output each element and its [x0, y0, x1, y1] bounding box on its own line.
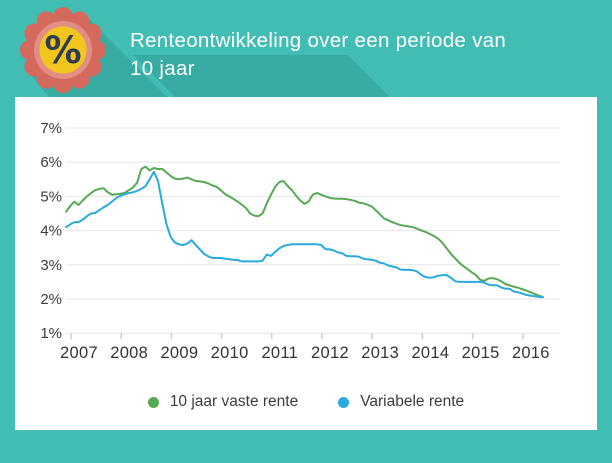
x-axis-label: 2013	[361, 344, 399, 362]
x-axis-label: 2007	[60, 344, 98, 362]
badge-yellow-circle	[39, 26, 87, 74]
chart-legend: 10 jaar vaste rente Variabele rente	[15, 375, 597, 411]
percent-symbol: %	[44, 29, 81, 72]
legend-dot-icon	[338, 396, 350, 408]
x-axis-label: 2011	[261, 344, 298, 362]
y-axis-label: 1%	[40, 325, 62, 342]
x-axis-label: 2016	[512, 344, 550, 362]
y-axis-label: 2%	[40, 291, 62, 308]
title-long-shadow	[133, 55, 390, 97]
x-axis-label: 2012	[311, 344, 349, 362]
series-line-10-jaar-vaste-rente	[65, 165, 544, 298]
page-title-line1: Renteontwikkeling over een periode van	[130, 29, 507, 52]
y-axis-label: 6%	[40, 154, 62, 171]
header: % Renteontwikkeling over een periode van…	[0, 0, 612, 97]
y-axis-label: 4%	[40, 223, 62, 240]
x-axis-label: 2015	[462, 344, 500, 362]
x-axis-label: 2010	[211, 344, 249, 362]
rate-chart-svg: 7% 6% 5% 4% 3% 2% 1% 2007 2008 2009 2010 2011 2012 20…	[40, 120, 560, 362]
page-title: Renteontwikkeling over een periode van 1…	[130, 27, 600, 82]
x-axis-label: 2008	[110, 344, 148, 362]
page-title-line2: 10 jaar	[130, 56, 195, 80]
percent-badge-icon: %	[20, 7, 106, 93]
legend-label: Variabele rente	[360, 393, 465, 410]
legend-item: 10 jaar vaste rente	[147, 393, 299, 411]
y-axis-label: 7%	[40, 120, 62, 137]
y-axis-label: 3%	[40, 257, 62, 274]
y-axis-label: 5%	[40, 188, 62, 205]
x-axis-label: 2009	[160, 344, 198, 362]
legend-item: Variabele rente	[338, 393, 464, 411]
legend-dot-icon	[147, 396, 159, 408]
x-axis-label: 2014	[411, 344, 449, 362]
series-line-variabele-rente	[65, 170, 544, 299]
legend-label: 10 jaar vaste rente	[169, 393, 299, 410]
chart-card: 7% 6% 5% 4% 3% 2% 1% 2007 2008 2009 2010 2011 2012 20…	[15, 97, 597, 430]
